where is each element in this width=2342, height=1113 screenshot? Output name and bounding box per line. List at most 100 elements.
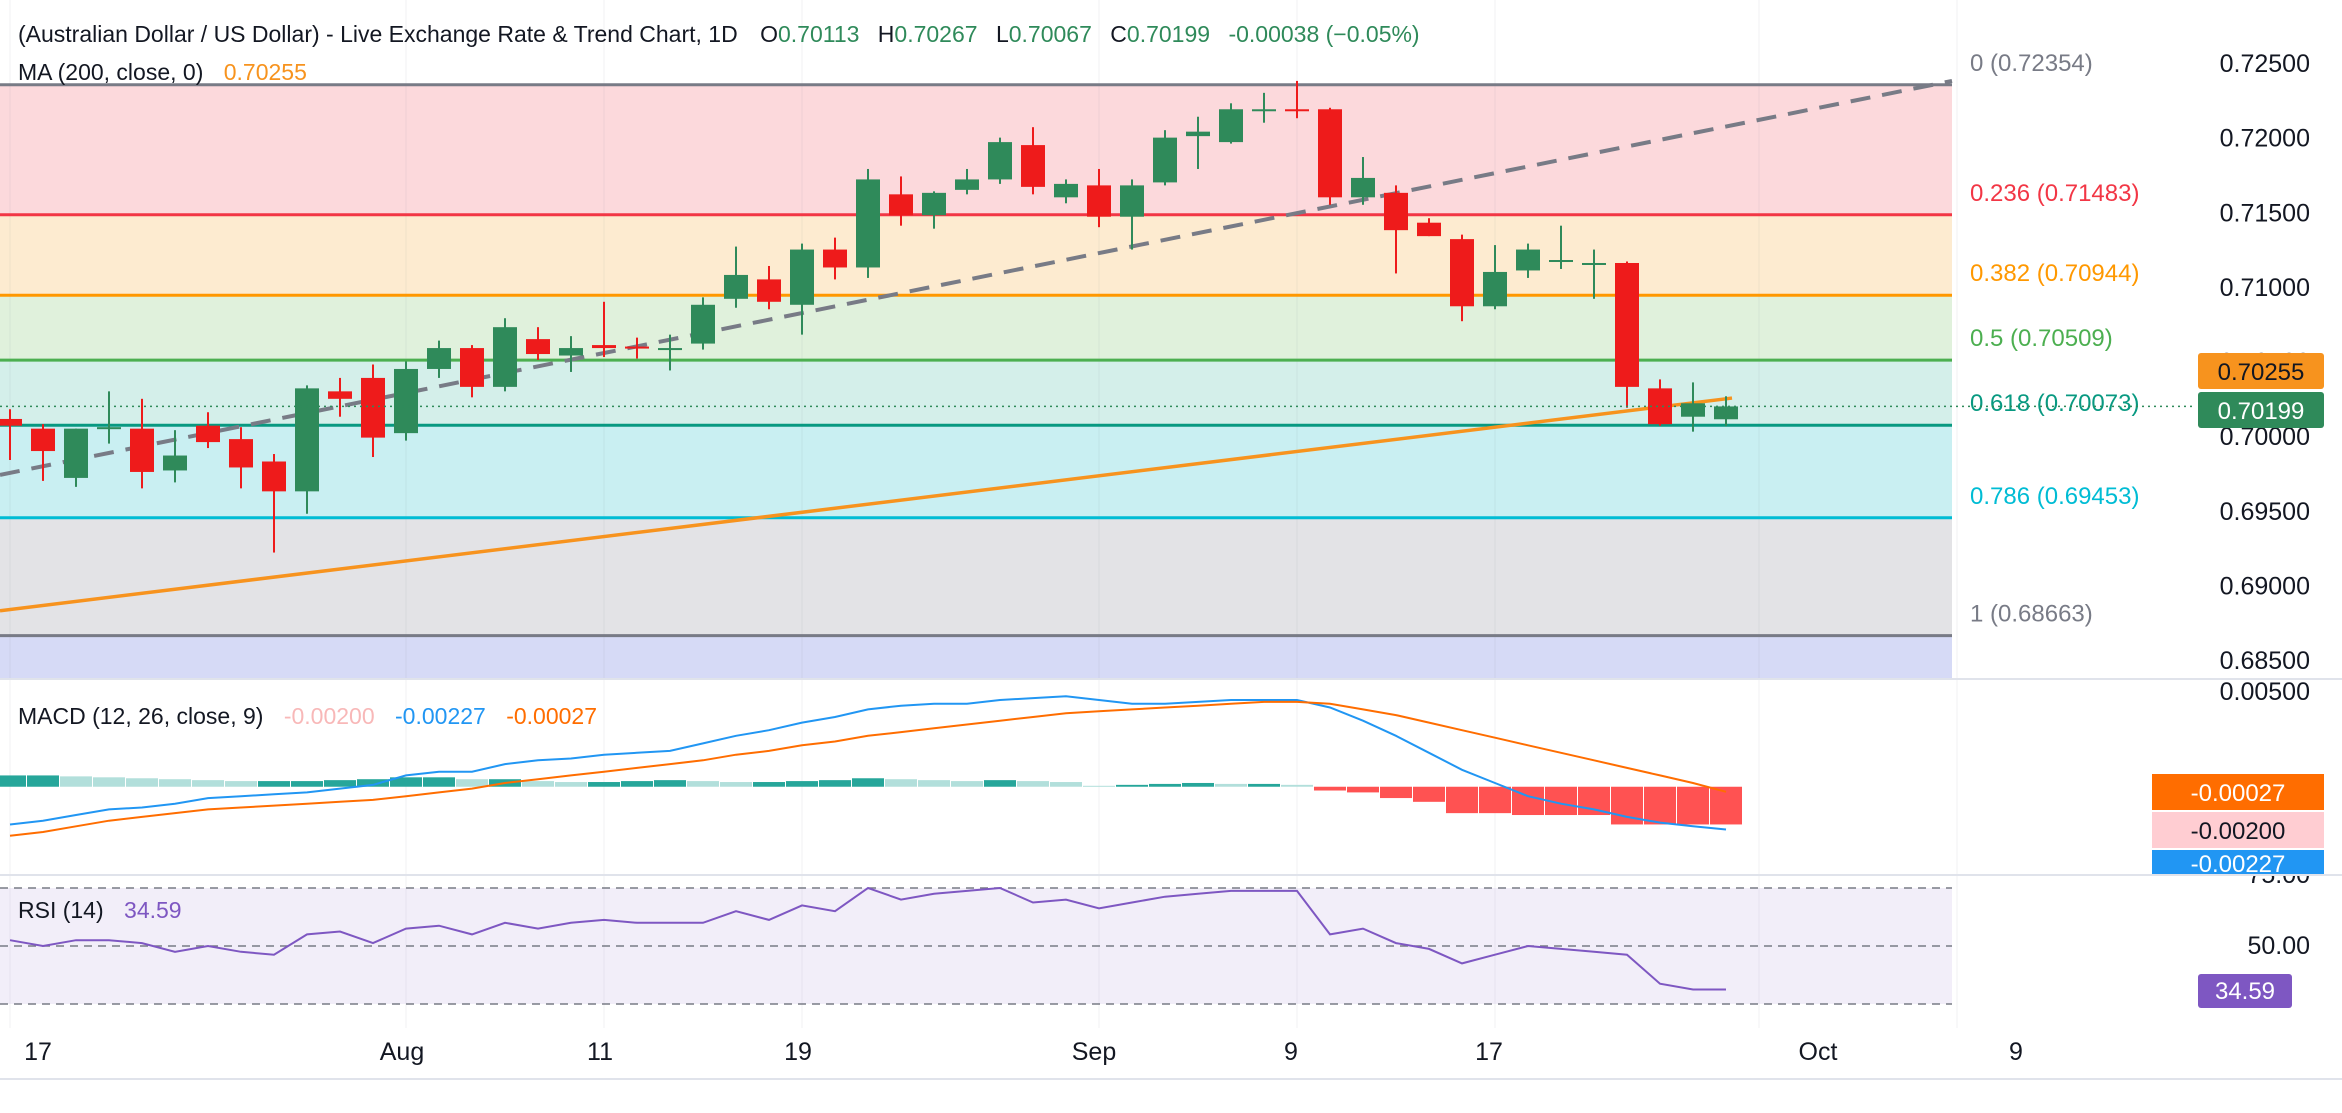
divider-main-macd bbox=[0, 678, 2342, 680]
trendline bbox=[0, 78, 1953, 477]
rsi-pane: 75.0050.00 bbox=[0, 861, 2310, 1005]
legend-h-label: H bbox=[878, 21, 895, 47]
legend-o-label: O bbox=[760, 21, 778, 47]
macd-badge-text: -0.00227 bbox=[2191, 851, 2286, 878]
time-tick-label: Sep bbox=[1072, 1038, 1116, 1066]
legend-c-label: C bbox=[1110, 21, 1127, 47]
macd-hist-bar bbox=[27, 775, 59, 787]
price-badge-text: 0.70199 bbox=[2218, 398, 2305, 425]
hist-badge-text: -0.00200 bbox=[2191, 818, 2286, 845]
candle-body bbox=[361, 377, 385, 438]
macd-hist-bar bbox=[1644, 786, 1676, 825]
legend-ma-value: 0.70255 bbox=[224, 59, 307, 85]
candle-body bbox=[1252, 109, 1276, 112]
price-tick-label: 0.71500 bbox=[2220, 199, 2310, 227]
candle-body bbox=[31, 428, 55, 452]
rsi-badge-bg bbox=[2198, 974, 2292, 1008]
candle-body bbox=[559, 348, 583, 356]
macd-pane: 0.00500 bbox=[0, 678, 2310, 837]
macd-hist-bar bbox=[225, 781, 257, 787]
macd-badge: -0.00227 bbox=[2152, 850, 2324, 878]
candle-body bbox=[229, 439, 253, 468]
time-tick-label: 17 bbox=[1475, 1038, 1503, 1066]
candle-body bbox=[1615, 262, 1639, 387]
macd-hist-bar bbox=[456, 779, 488, 787]
candle-body bbox=[889, 194, 913, 216]
candle-body bbox=[97, 427, 121, 430]
macd-hist-bar bbox=[1248, 783, 1280, 787]
fib-label: 0.236 (0.71483) bbox=[1970, 180, 2139, 207]
macd-hist-bar bbox=[621, 781, 653, 787]
macd-hist-bar bbox=[324, 780, 356, 787]
legend-ma: MA (200, close, 0) 0.70255 bbox=[18, 59, 307, 85]
macd-hist-bar bbox=[1215, 783, 1247, 787]
macd-hist-bar bbox=[1710, 786, 1742, 825]
candle-body bbox=[592, 345, 616, 349]
rsi-tick-label: 50.00 bbox=[2247, 932, 2310, 960]
legend-o-value: 0.70113 bbox=[778, 21, 859, 47]
ma-badge-bg bbox=[2198, 353, 2324, 389]
legend-change: -0.00038 (−0.05%) bbox=[1228, 21, 1419, 47]
fib-zone bbox=[0, 635, 1952, 678]
hist-badge-bg bbox=[2152, 812, 2324, 848]
macd-legend-macd: -0.00227 bbox=[395, 703, 486, 729]
candle-body bbox=[625, 346, 649, 349]
macd-hist-bar bbox=[93, 777, 125, 787]
divider-macd-rsi bbox=[0, 874, 2342, 876]
macd-hist-bar bbox=[1347, 786, 1379, 793]
macd-hist-bar bbox=[423, 777, 455, 787]
signal-badge-bg bbox=[2152, 774, 2324, 810]
macd-hist-bar bbox=[258, 781, 290, 787]
macd-tick-label: 0.00500 bbox=[2220, 678, 2310, 706]
candle-body bbox=[328, 391, 352, 399]
macd-hist-bar bbox=[555, 782, 587, 787]
macd-badge-bg bbox=[2152, 850, 2324, 874]
last-price-badge: 0.70199 bbox=[2198, 392, 2324, 428]
candle-body bbox=[658, 348, 682, 351]
time-tick-label: 9 bbox=[1284, 1038, 1298, 1066]
price-tick-label: 0.69500 bbox=[2220, 498, 2310, 526]
candle-body bbox=[196, 425, 220, 443]
fib-label: 1 (0.68663) bbox=[1970, 601, 2093, 628]
candle-body bbox=[1219, 109, 1243, 143]
macd-hist-bar bbox=[918, 780, 950, 787]
candle-body bbox=[1186, 131, 1210, 137]
candle-body bbox=[1483, 271, 1507, 307]
candle-body bbox=[988, 142, 1012, 180]
macd-legend: MACD (12, 26, close, 9) -0.00200 -0.0022… bbox=[18, 703, 597, 729]
legend-h-value: 0.70267 bbox=[894, 21, 977, 47]
macd-hist-bar bbox=[786, 781, 818, 787]
fib-zone bbox=[0, 84, 1952, 215]
fib-zone bbox=[0, 295, 1952, 361]
macd-hist-bar bbox=[687, 781, 719, 787]
candle-body bbox=[691, 304, 715, 344]
signal-badge-text: -0.00027 bbox=[2191, 780, 2286, 807]
time-tick-label: 17 bbox=[24, 1038, 52, 1066]
candle-body bbox=[0, 418, 22, 426]
time-axis-bg bbox=[0, 1028, 2342, 1108]
macd-hist-bar bbox=[1083, 785, 1115, 787]
candle-body bbox=[1450, 239, 1474, 307]
macd-hist-bar bbox=[1281, 784, 1313, 787]
macd-hist-bar bbox=[1380, 786, 1412, 799]
fib-lines bbox=[0, 83, 1952, 638]
price-tick-label: 0.72000 bbox=[2220, 125, 2310, 153]
divider-bottom bbox=[0, 1078, 2342, 1080]
ma-price-badge: 0.70255 bbox=[2198, 353, 2324, 389]
rsi-badge-text: 34.59 bbox=[2215, 978, 2275, 1005]
macd-hist-bar bbox=[1050, 782, 1082, 787]
candle-body bbox=[790, 249, 814, 305]
fib-labels: 0 (0.72354) 0.236 (0.71483) 0.382 (0.70944… bbox=[1970, 50, 2139, 628]
macd-hist-bar bbox=[1314, 786, 1346, 791]
macd-hist-bar bbox=[192, 780, 224, 787]
time-tick-label: Oct bbox=[1799, 1038, 1838, 1066]
candle-body bbox=[1120, 185, 1144, 217]
macd-hist-bar bbox=[951, 781, 983, 787]
macd-hist-bar bbox=[984, 780, 1016, 787]
fib-label: 0.382 (0.70944) bbox=[1970, 260, 2139, 287]
candle-body bbox=[262, 461, 286, 492]
candle-body bbox=[1549, 260, 1573, 263]
time-tick-label: 9 bbox=[2009, 1038, 2023, 1066]
macd-hist-bar bbox=[753, 782, 785, 787]
